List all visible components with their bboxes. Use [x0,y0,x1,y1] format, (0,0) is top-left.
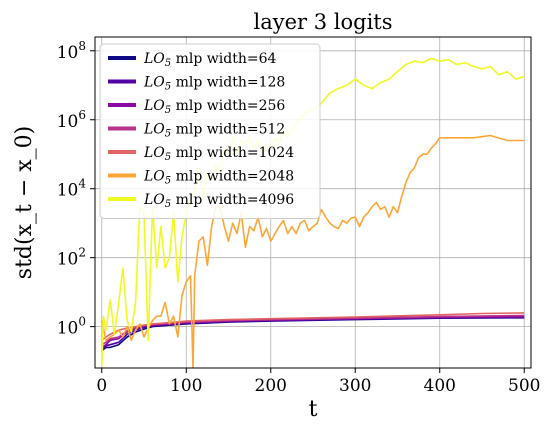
legend-label: LO5 mlp width=256 [143,98,285,116]
legend-label: LO5 mlp width=2048 [143,169,294,187]
chart-title: layer 3 logits [253,10,392,34]
x-axis-title: t [309,397,318,422]
y-tick-label: 102 [57,246,86,270]
series-line-5 [101,134,525,368]
y-axis-title: std(x_t − x_0) [12,126,37,279]
y-axis-title-text: std(x_t − x_0) [12,126,37,279]
plot-frame [94,36,532,369]
x-tick-label: 100 [170,376,202,396]
x-tick-label: 500 [508,376,540,396]
x-tick-label: 400 [424,376,456,396]
y-tick-label: 108 [57,39,86,63]
legend: LO5 mlp width=64 LO5 mlp width=128 LO5 mlp… [99,43,321,219]
x-tick-label: 300 [339,376,371,396]
y-axis: 100 102 104 106 108 [57,39,95,339]
x-axis: 0 100 200 300 400 500 [96,368,540,396]
y-tick-label: 100 [57,315,86,339]
legend-label: LO5 mlp width=512 [143,122,285,140]
x-tick-label: 0 [96,376,107,396]
legend-label: LO5 mlp width=64 [143,51,276,69]
legend-label: LO5 mlp width=128 [143,75,285,93]
y-tick-label: 106 [57,108,86,132]
legend-label: LO5 mlp width=1024 [143,145,294,163]
legend-box [99,43,321,219]
x-tick-label: 200 [255,376,287,396]
y-tick-label: 104 [57,177,87,201]
legend-label: LO5 mlp width=4096 [143,192,294,210]
